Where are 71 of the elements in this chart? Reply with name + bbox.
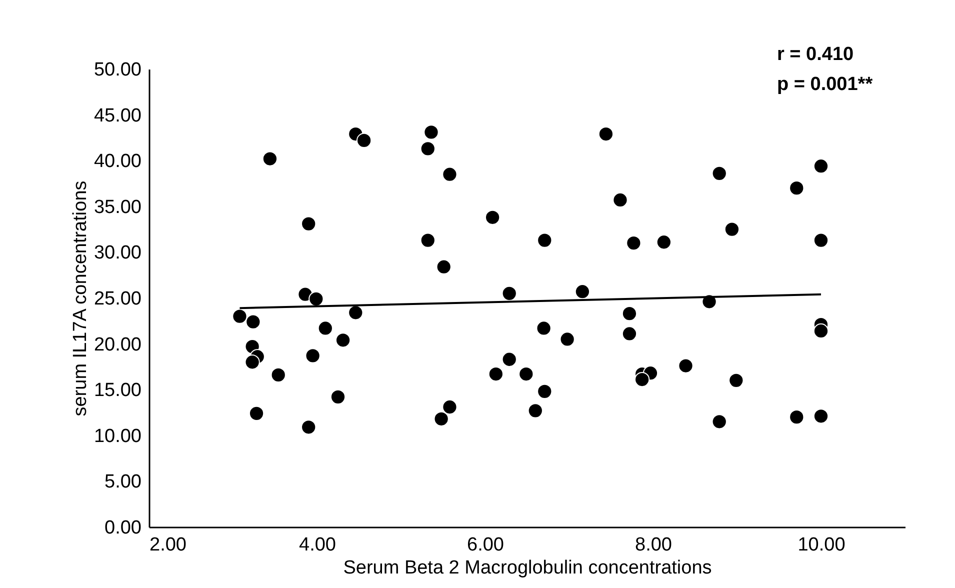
point — [612, 192, 628, 208]
point — [330, 389, 346, 404]
point — [502, 286, 517, 301]
y-tick-label: 50.00 — [94, 60, 142, 80]
point — [813, 158, 829, 174]
y-tick-label: 20.00 — [94, 334, 142, 356]
y-tick-label: 5.00 — [104, 472, 142, 493]
point — [656, 234, 672, 250]
point — [348, 305, 364, 320]
point — [262, 151, 278, 166]
point — [789, 180, 804, 196]
point — [232, 308, 248, 324]
y-tick-label: 15.00 — [94, 380, 142, 402]
point — [724, 222, 740, 237]
point — [420, 232, 436, 248]
x-tick-label: 8.00 — [635, 534, 672, 556]
point — [598, 126, 614, 142]
y-tick-label: 0.00 — [104, 518, 142, 538]
point — [813, 323, 829, 339]
point — [270, 367, 286, 382]
y-tick-label: 45.00 — [94, 105, 142, 126]
point — [536, 320, 552, 336]
point — [420, 141, 436, 156]
y-tick-label: 10.00 — [94, 426, 142, 447]
point — [813, 408, 829, 424]
point — [502, 352, 517, 367]
y-tick-label: 35.00 — [94, 196, 142, 218]
point — [244, 354, 260, 370]
point — [308, 291, 324, 306]
point — [537, 232, 552, 248]
point — [246, 314, 261, 330]
point — [356, 132, 372, 148]
point — [518, 366, 534, 382]
point — [301, 216, 316, 232]
x-tick-label: 10.00 — [798, 534, 846, 556]
point — [678, 358, 694, 374]
point — [728, 372, 744, 388]
y-tick-label: 30.00 — [94, 242, 142, 264]
point — [574, 284, 590, 300]
point — [712, 414, 727, 430]
point — [335, 332, 351, 348]
point — [622, 326, 638, 342]
point — [318, 320, 333, 336]
point — [436, 259, 452, 274]
point — [789, 410, 804, 425]
point — [305, 348, 320, 364]
y-tick-label: 25.00 — [94, 288, 142, 310]
x-axis-title: Serum Beta 2 Macroglobulin concentrations — [343, 558, 712, 578]
point — [248, 406, 264, 421]
point — [434, 411, 449, 426]
x-tick-label: 2.00 — [150, 534, 186, 556]
point — [442, 166, 458, 182]
point — [484, 210, 500, 225]
point — [488, 366, 504, 382]
annotation: p = 0.001** — [777, 74, 874, 95]
point — [626, 235, 642, 251]
y-axis-title: serum IL17A concentrations — [70, 180, 91, 416]
point — [634, 372, 650, 388]
point — [622, 306, 638, 322]
point — [442, 399, 458, 415]
x-tick-label: 4.00 — [299, 534, 336, 556]
x-tick-label: 6.00 — [467, 534, 504, 556]
y-tick-label: 40.00 — [94, 151, 142, 172]
point — [528, 403, 543, 418]
point — [712, 166, 727, 181]
text: r = 0.410 — [777, 44, 854, 65]
point — [424, 124, 439, 140]
point — [537, 384, 552, 399]
point — [560, 332, 575, 347]
point — [813, 232, 829, 248]
point — [301, 420, 316, 435]
